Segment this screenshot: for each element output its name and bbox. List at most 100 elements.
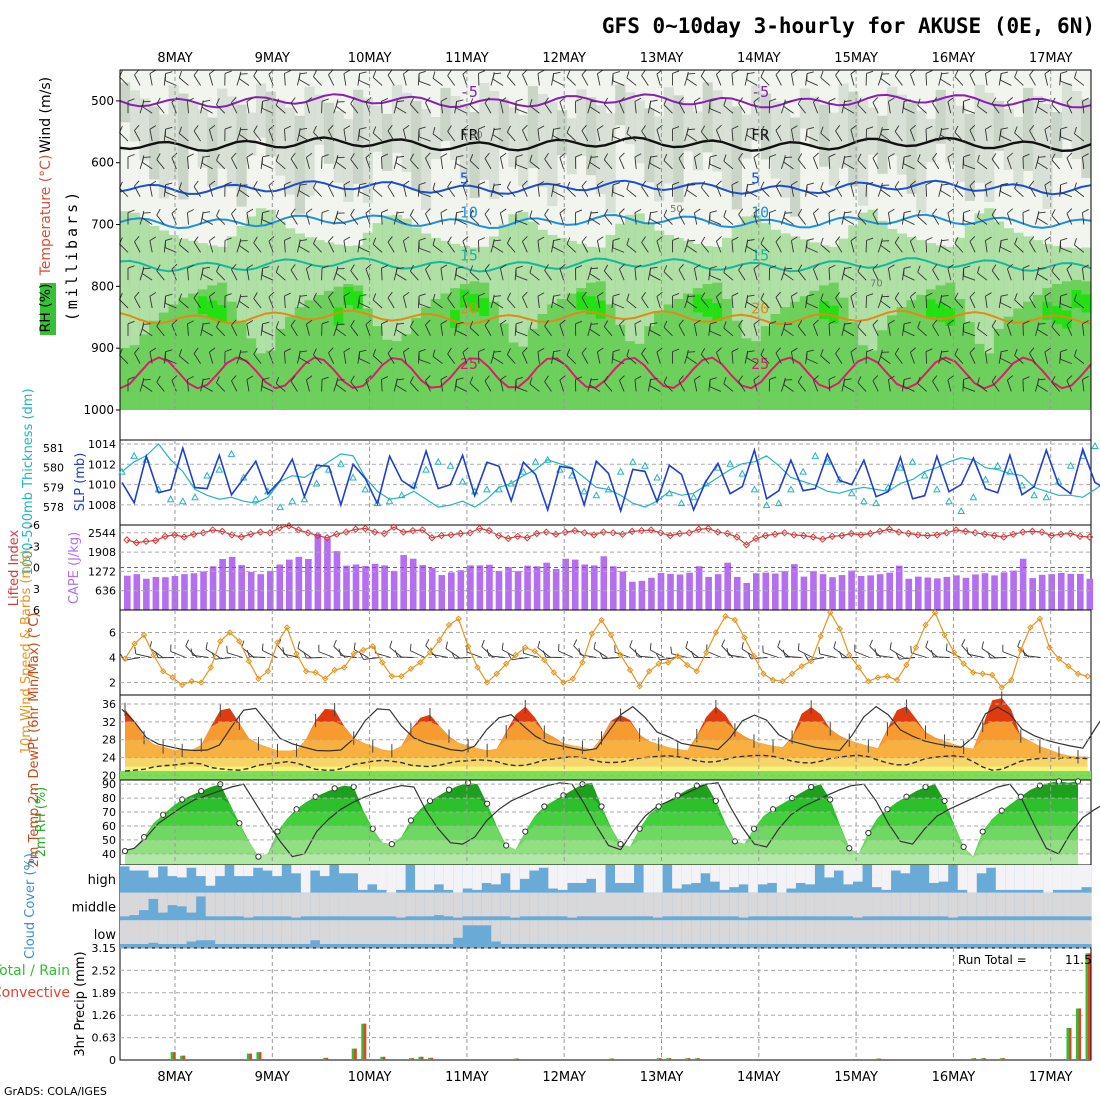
cloud-clear-cell bbox=[148, 865, 159, 878]
upper-air-wind-barb bbox=[634, 320, 642, 325]
upper-air-wind-barb bbox=[224, 126, 232, 130]
thickness-marker bbox=[178, 497, 187, 505]
upper-air-rh-shading bbox=[838, 83, 849, 168]
upper-air-wind-barb bbox=[977, 154, 980, 162]
upper-air-wind-barb bbox=[284, 70, 291, 74]
upper-air-wind-barb bbox=[358, 302, 371, 309]
thickness-marker bbox=[665, 489, 674, 497]
upper-air-wind-barb bbox=[262, 219, 274, 225]
upper-air-wind-barb bbox=[469, 160, 480, 170]
upper-air-wind-barb bbox=[1060, 358, 1072, 365]
upper-air-wind-barb bbox=[760, 243, 770, 253]
upper-air-wind-barb bbox=[715, 241, 722, 253]
upper-air-wind-barb bbox=[894, 69, 900, 77]
upper-air-wind-barb bbox=[425, 97, 431, 103]
upper-air-ytick-label: 900 bbox=[91, 341, 114, 355]
upper-air-wind-barb bbox=[663, 209, 668, 217]
upper-air-wind-barb bbox=[313, 181, 317, 189]
wind10-marker bbox=[321, 675, 329, 682]
wind10-barb bbox=[930, 649, 934, 657]
cloud-clear-cell bbox=[158, 892, 168, 913]
cloud-clear-cell bbox=[938, 920, 949, 944]
upper-air-rh-shading bbox=[440, 293, 451, 410]
rh-contour-label: 30 bbox=[470, 130, 483, 141]
upper-air-wind-barb bbox=[262, 274, 274, 281]
wind10-barb bbox=[389, 640, 393, 648]
cloud-clear-cell bbox=[929, 920, 940, 944]
rh-marker bbox=[865, 829, 872, 837]
upper-air-wind-barb bbox=[1044, 240, 1049, 253]
upper-air-wind-barb bbox=[589, 322, 592, 330]
cloud-clear-cell bbox=[453, 892, 464, 918]
upper-air-wind-barb bbox=[880, 294, 883, 302]
thickness-marker bbox=[251, 495, 260, 503]
upper-air-wind-barb bbox=[566, 76, 577, 86]
cape-bar bbox=[600, 556, 608, 610]
upper-air-wind-barb bbox=[715, 74, 722, 86]
upper-air-wind-barb bbox=[813, 152, 819, 159]
upper-air-wind-barb bbox=[619, 97, 625, 103]
upper-air-wind-barb bbox=[910, 236, 916, 242]
temp-tick-label: 36 bbox=[102, 698, 116, 711]
precip-convective-bar bbox=[1068, 1028, 1072, 1060]
precip-convective-bar bbox=[249, 1053, 252, 1060]
upper-air-wind-barb bbox=[455, 156, 458, 164]
upper-air-wind-barb bbox=[305, 324, 310, 336]
upper-air-wind-barb bbox=[141, 377, 145, 385]
upper-air-rh-shading bbox=[634, 213, 645, 410]
upper-air-wind-barb bbox=[410, 104, 419, 114]
upper-air-wind-barb bbox=[469, 104, 480, 114]
upper-air-wind-barb bbox=[984, 351, 988, 364]
lifted-tick-label: -3 bbox=[29, 540, 40, 553]
upper-air-wind-barb bbox=[469, 265, 474, 273]
upper-air-wind-barb bbox=[709, 265, 717, 269]
upper-air-wind-barb bbox=[835, 241, 843, 253]
upper-air-wind-barb bbox=[790, 184, 794, 197]
upper-air-wind-barb bbox=[328, 352, 335, 364]
upper-air-wind-barb bbox=[738, 264, 744, 271]
upper-air-rh-shading bbox=[993, 100, 1005, 151]
upper-air-wind-barb bbox=[903, 99, 911, 102]
wind10-barb bbox=[659, 657, 676, 661]
upper-air-wind-barb bbox=[321, 154, 329, 158]
cape-bar bbox=[152, 576, 160, 610]
wind10-marker bbox=[483, 679, 491, 686]
upper-air-wind-barb bbox=[432, 127, 436, 134]
upper-air-wind-barb bbox=[432, 77, 443, 86]
lifted-index-marker bbox=[933, 531, 941, 539]
upper-air-rh-shading bbox=[1061, 82, 1073, 140]
cloud-clear-cell bbox=[824, 892, 835, 917]
upper-air-wind-barb bbox=[940, 72, 943, 80]
upper-air-wind-barb bbox=[201, 218, 213, 225]
lifted-index-marker bbox=[504, 534, 512, 543]
upper-air-rh-shading bbox=[1042, 288, 1053, 410]
upper-air-wind-barb bbox=[402, 129, 407, 142]
upper-air-wind-barb bbox=[365, 380, 371, 392]
wind10-marker bbox=[674, 653, 681, 660]
wind10-barb bbox=[283, 653, 300, 658]
cloud-clear-cell bbox=[786, 892, 797, 917]
upper-air-wind-barb bbox=[193, 180, 199, 187]
upper-air-wind-barb bbox=[418, 182, 426, 186]
upper-air-rh-shading bbox=[372, 326, 383, 410]
upper-air-wind-barb bbox=[290, 325, 298, 337]
upper-air-wind-barb bbox=[813, 263, 819, 270]
lifted-index-marker bbox=[647, 526, 655, 534]
upper-air-wind-barb bbox=[1066, 319, 1073, 326]
upper-air-wind-barb bbox=[238, 245, 250, 253]
wind10-marker bbox=[750, 653, 758, 660]
wind10-barb bbox=[277, 645, 289, 658]
upper-air-wind-barb bbox=[246, 101, 250, 114]
upper-air-wind-barb bbox=[589, 161, 601, 170]
upper-air-wind-barb bbox=[456, 377, 464, 381]
upper-air-wind-barb bbox=[760, 237, 765, 244]
isotherm--5 bbox=[119, 93, 1092, 109]
cloud-cell bbox=[348, 865, 359, 893]
cloud-clear-cell bbox=[1014, 920, 1025, 944]
upper-air-rh-shading bbox=[469, 112, 480, 199]
upper-air-wind-barb bbox=[940, 357, 952, 365]
cloud-clear-cell bbox=[491, 892, 502, 917]
upper-air-wind-barb bbox=[626, 349, 630, 357]
upper-air-wind-barb bbox=[171, 319, 178, 326]
precip-convective-bar bbox=[1002, 1058, 1005, 1060]
